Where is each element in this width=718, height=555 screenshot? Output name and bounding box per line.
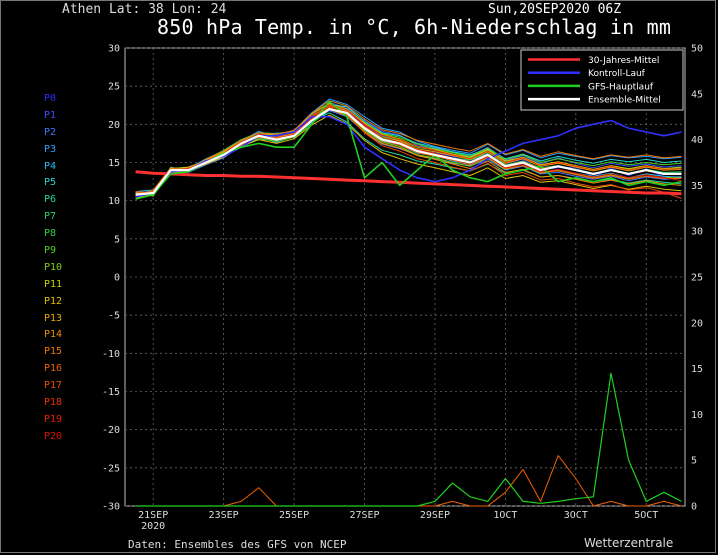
x-tick-label: 25SEP [279, 510, 309, 521]
x-tick-label: 29SEP [420, 510, 450, 521]
member-label: P4 [44, 160, 57, 172]
member-label-list: P0 P1 P2 P3 P4 P5 P6 P7 P8 P9 P10 P11 P12 P13 P14 P15 P1… [44, 91, 62, 446]
y-right-tick-label: 15 [691, 364, 703, 375]
y-left-tick-label: 0 [114, 273, 120, 284]
brand-label: Wetterzentrale [584, 536, 674, 550]
member-label: P17 [44, 380, 63, 392]
y-left-tick-label: 25 [108, 82, 120, 93]
member-label: P10 [44, 261, 63, 273]
main-run-precipitation-line [135, 372, 682, 507]
y-left-tick-label: -30 [102, 502, 120, 513]
x-tick-label: 27SEP [349, 510, 379, 521]
y-left-tick-label: -15 [102, 387, 120, 398]
member-label: P16 [44, 363, 63, 375]
chart-title: 850 hPa Temp. in °C, 6h-Niederschlag in … [157, 15, 672, 39]
x-tick-label: 5OCT [634, 510, 658, 521]
x-tick-label: 23SEP [209, 510, 239, 521]
y-left-tick-label: -5 [108, 311, 120, 322]
location-label: Athen Lat: 38 Lon: 24 [62, 2, 227, 17]
member-precipitation-line [135, 455, 682, 507]
member-label: P11 [44, 278, 63, 290]
member-label: P7 [44, 211, 57, 223]
member-label: P14 [44, 329, 63, 341]
member-label: P2 [44, 126, 57, 138]
x-tick-label: 21SEP [138, 510, 168, 521]
y-left-tick-label: 20 [108, 120, 120, 131]
member-temperature-line [135, 107, 682, 192]
y-right-tick-label: 50 [691, 44, 703, 55]
ensemble-mean-line [135, 107, 682, 196]
y-right-tick-label: 20 [691, 318, 703, 329]
y-right-tick-label: 5 [691, 456, 697, 467]
legend-label: Ensemble-Mittel [588, 96, 661, 106]
member-label: P1 [44, 109, 57, 121]
y-right-tick-label: 40 [691, 135, 703, 146]
member-label: P6 [44, 194, 57, 206]
y-right-tick-label: 10 [691, 410, 703, 421]
y-left-tick-label: 30 [108, 44, 120, 55]
member-label: P15 [44, 346, 63, 358]
member-label: P8 [44, 228, 57, 240]
member-temperature-line [135, 100, 682, 198]
member-label: P5 [44, 177, 57, 189]
member-label: P3 [44, 143, 57, 155]
member-label: P13 [44, 312, 63, 324]
member-label: P20 [44, 430, 63, 442]
y-left-tick-label: -25 [102, 463, 120, 474]
member-label: P9 [44, 245, 57, 257]
legend-label: Kontroll-Lauf [588, 69, 646, 79]
member-label: P18 [44, 397, 63, 409]
y-right-tick-label: 35 [691, 181, 703, 192]
member-label: P0 [44, 93, 57, 104]
y-left-tick-label: -20 [102, 425, 120, 436]
y-left-tick-label: 10 [108, 196, 120, 207]
y-left-tick-label: -10 [102, 349, 120, 360]
y-right-tick-label: 45 [691, 89, 703, 100]
x-tick-sublabel: 2020 [141, 521, 165, 532]
y-left-tick-label: 15 [108, 158, 120, 169]
member-label: P12 [44, 295, 63, 307]
legend-label: 30-Jahres-Mittel [588, 56, 659, 66]
run-date-label: Sun,20SEP2020 06Z [488, 2, 622, 17]
x-tick-label: 1OCT [493, 510, 517, 521]
y-right-tick-label: 0 [691, 502, 697, 513]
climate-mean-line [135, 170, 682, 196]
member-temperature-line [135, 106, 682, 199]
x-tick-label: 3OCT [564, 510, 588, 521]
y-right-tick-label: 30 [691, 227, 703, 238]
y-right-tick-label: 25 [691, 273, 703, 284]
member-label: P19 [44, 413, 63, 425]
control-run-line [135, 115, 682, 198]
data-source-label: Daten: Ensembles des GFS von NCEP [128, 538, 347, 551]
legend-label: GFS-Hauptlauf [588, 82, 654, 92]
y-left-tick-label: 5 [114, 234, 120, 245]
